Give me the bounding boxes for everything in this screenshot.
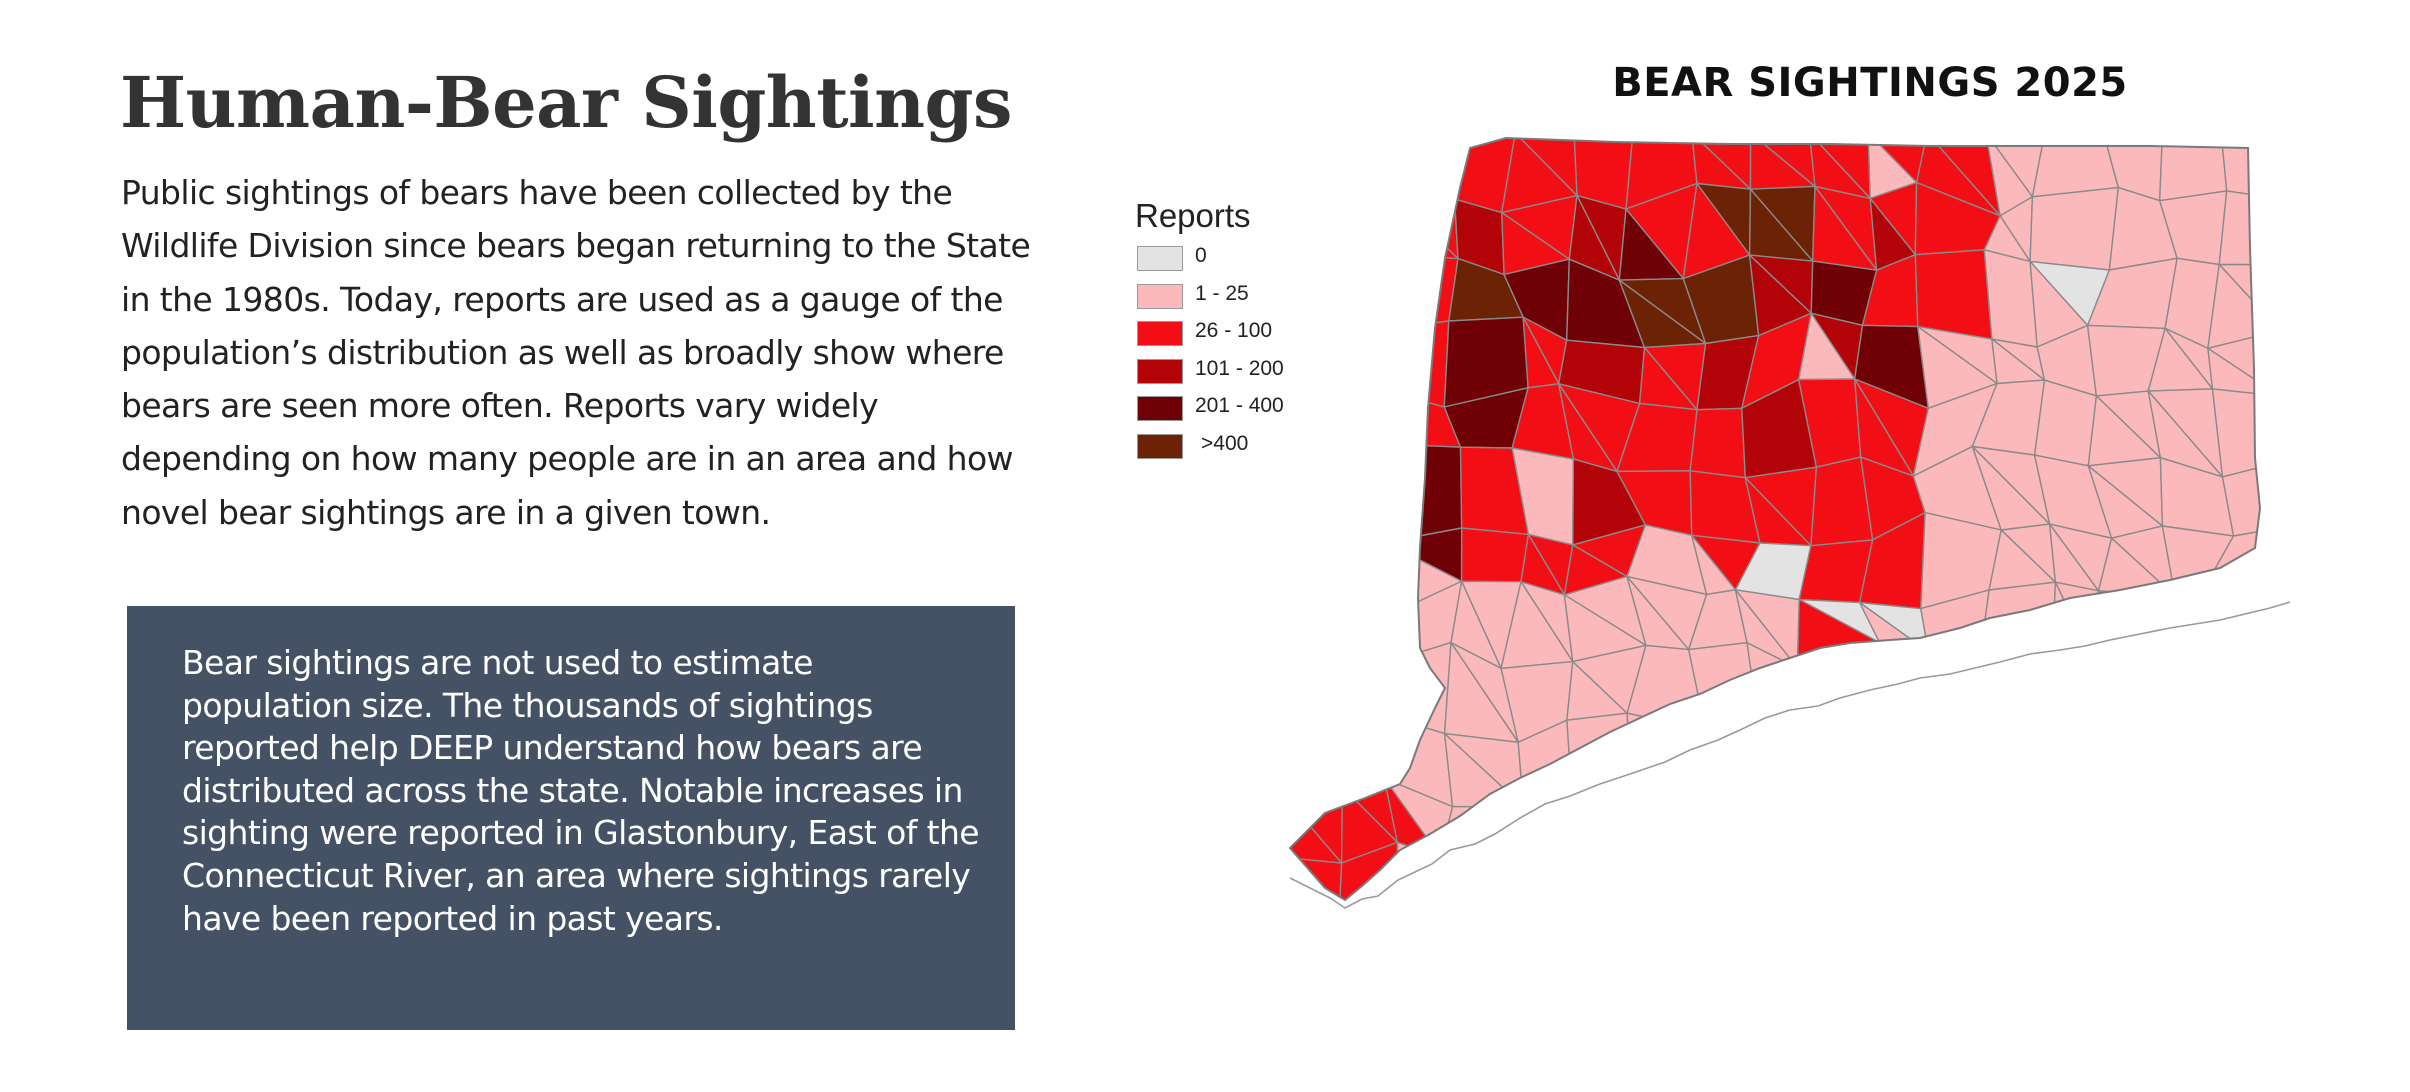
town-polygon — [1395, 320, 1450, 408]
legend-item-201-400: 201 - 400 — [1135, 390, 1335, 428]
legend-title: Reports — [1135, 197, 1251, 234]
note-text: Bear sightings are not used to estimate … — [182, 643, 980, 938]
legend-item-over-400: >400 — [1135, 428, 1335, 466]
map-svg — [1288, 136, 2291, 909]
legend-label: 26 - 100 — [1195, 319, 1273, 343]
map-title: BEAR SIGHTINGS 2025 — [1612, 60, 2128, 106]
legend-item-1-25: 1 - 25 — [1135, 278, 1335, 316]
legend-swatch — [1137, 321, 1183, 347]
map-legend: Reports 0 1 - 25 26 - 100 101 - 200 201 … — [1135, 196, 1335, 466]
coastline — [1289, 601, 2291, 909]
legend-item-26-100: 26 - 100 — [1135, 315, 1335, 353]
town-polygon — [2096, 589, 2176, 678]
state-border — [1288, 136, 2262, 902]
town-polygon — [2158, 138, 2228, 202]
town-polygons — [1290, 138, 2260, 900]
legend-swatch — [1137, 396, 1183, 422]
town-polygon — [1383, 641, 1452, 735]
note-callout: Bear sightings are not used to estimate … — [127, 606, 1015, 1030]
legend-swatch — [1137, 283, 1183, 309]
legend-item-101-200: 101 - 200 — [1135, 353, 1335, 391]
town-polygon — [1689, 407, 1747, 479]
legend-swatch — [1137, 358, 1183, 384]
town-polygon — [2033, 379, 2098, 467]
town-polygon — [1914, 249, 1993, 340]
town-polygon — [2220, 138, 2260, 200]
town-polygon — [2031, 138, 2120, 198]
intro-paragraph: Public sightings of bears have been coll… — [121, 173, 1031, 532]
town-polygon — [1980, 581, 2057, 661]
legend-label: 201 - 400 — [1195, 394, 1284, 418]
town-polygon — [2211, 388, 2260, 478]
town-polygon — [1460, 527, 1530, 583]
town-polygon — [2094, 589, 2177, 677]
legend-swatch — [1137, 246, 1183, 271]
town-polygon — [2221, 461, 2260, 537]
connecticut-town-map — [1270, 128, 2350, 918]
town-polygon — [1983, 248, 2038, 348]
legend-label: 0 — [1195, 244, 1207, 267]
town-polygon — [1396, 841, 1458, 900]
legend-label: 101 - 200 — [1195, 356, 1284, 380]
legend-label: >400 — [1201, 431, 1249, 455]
page-title: Human-Bear Sightings — [120, 61, 1012, 144]
legend-label: 1 - 25 — [1195, 281, 1249, 305]
town-polygon — [2029, 186, 2120, 271]
legend-swatch — [1137, 433, 1183, 459]
legend-item-0: 0 — [1135, 240, 1335, 278]
